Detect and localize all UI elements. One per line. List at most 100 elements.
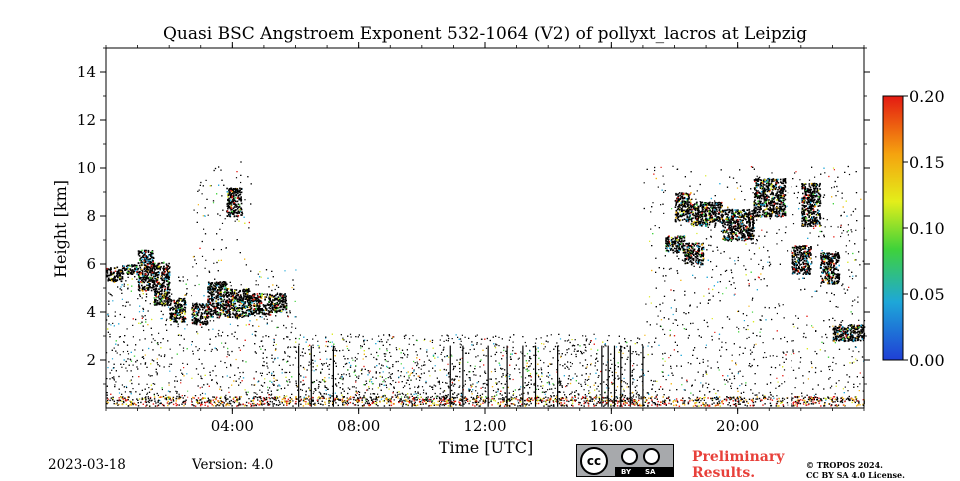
- heatmap-cell: [233, 202, 235, 204]
- heatmap-cell: [779, 190, 781, 193]
- heatmap-cell: [708, 207, 711, 210]
- heatmap-cell: [690, 208, 692, 211]
- heatmap-cell: [764, 202, 766, 204]
- heatmap-cell: [804, 183, 806, 185]
- heatmap-cell: [701, 221, 704, 224]
- heatmap-cell: [124, 269, 127, 271]
- heatmap-cell: [147, 283, 150, 285]
- heatmap-cell: [161, 272, 163, 274]
- heatmap-cell: [169, 312, 171, 315]
- heatmap-cell: [275, 294, 277, 296]
- heatmap-cell: [823, 261, 825, 263]
- heatmap-cell: [236, 307, 239, 309]
- heatmap-cell: [756, 182, 758, 185]
- heatmap-cell: [671, 241, 673, 243]
- heatmap-cell: [168, 304, 171, 306]
- heatmap-cell: [826, 263, 829, 266]
- heatmap-cell: [248, 306, 251, 309]
- heatmap-cell: [196, 319, 199, 321]
- heatmap-cell: [697, 223, 699, 226]
- heatmap-cell: [167, 284, 169, 286]
- heatmap-cell: [777, 215, 780, 217]
- heatmap-cell: [139, 259, 141, 261]
- heatmap-cell: [165, 276, 167, 278]
- heatmap-cell: [734, 222, 736, 225]
- heatmap-cell: [834, 277, 837, 280]
- heatmap-cell: [802, 201, 804, 204]
- heatmap-cell: [267, 310, 270, 312]
- heatmap-cell: [741, 215, 744, 217]
- heatmap-cell: [776, 211, 778, 214]
- heatmap-cell: [184, 316, 186, 319]
- heatmap-cell: [675, 248, 678, 250]
- heatmap-cell: [180, 310, 182, 312]
- heatmap-cell: [730, 225, 733, 228]
- heatmap-cell: [156, 301, 158, 304]
- heatmap-cell: [172, 306, 174, 309]
- heatmap-cell: [772, 184, 775, 187]
- heatmap-cell: [140, 277, 142, 279]
- heatmap-cell: [193, 310, 196, 312]
- heatmap-cell: [157, 296, 160, 298]
- heatmap-cell: [234, 199, 236, 202]
- heatmap-cell: [151, 268, 153, 270]
- heatmap-cell: [131, 265, 133, 268]
- heatmap-cell: [702, 210, 704, 213]
- heatmap-cell: [698, 246, 700, 249]
- heatmap-cell: [765, 205, 768, 208]
- heatmap-cell: [133, 265, 136, 267]
- heatmap-cell: [179, 299, 182, 301]
- heatmap-cell: [757, 195, 760, 197]
- heatmap-cell: [721, 213, 723, 216]
- heatmap-cell: [809, 199, 812, 201]
- heatmap-cell: [139, 258, 142, 260]
- heatmap-cell: [808, 183, 811, 185]
- heatmap-cell: [206, 320, 208, 322]
- heatmap-cell: [211, 289, 213, 291]
- heatmap-cell: [255, 300, 258, 303]
- heatmap-cell: [782, 192, 784, 195]
- heatmap-cell: [782, 178, 785, 181]
- heatmap-cell: [229, 189, 231, 191]
- heatmap-cell: [814, 211, 817, 213]
- heatmap-cell: [158, 285, 161, 287]
- heatmap-cell: [743, 217, 745, 219]
- heatmap-cell: [792, 272, 795, 274]
- heatmap-cell: [751, 230, 753, 232]
- heatmap-cell: [784, 186, 787, 188]
- heatmap-cell: [815, 201, 817, 204]
- heatmap-cell: [675, 237, 678, 240]
- heatmap-cell: [215, 305, 218, 307]
- heatmap-cell: [109, 272, 112, 275]
- heatmap-cell: [159, 290, 162, 293]
- heatmap-cell: [766, 211, 768, 214]
- heatmap-cell: [827, 270, 829, 273]
- heatmap-cell: [265, 312, 267, 315]
- heatmap-cell: [166, 280, 168, 282]
- heatmap-cell: [231, 292, 234, 295]
- heatmap-cell: [689, 214, 691, 216]
- heatmap-cell: [768, 215, 771, 218]
- heatmap-cell: [810, 188, 813, 191]
- heatmap-cell: [741, 235, 744, 237]
- heatmap-cell: [138, 277, 141, 279]
- heatmap-cell: [833, 283, 836, 285]
- heatmap-cell: [770, 185, 772, 188]
- heatmap-cell: [719, 221, 721, 223]
- heatmap-cell: [683, 239, 686, 242]
- heatmap-cell: [706, 207, 709, 210]
- heatmap-cell: [753, 179, 756, 181]
- heatmap-cell: [208, 308, 210, 311]
- heatmap-cell: [166, 301, 169, 303]
- heatmap-cell: [147, 287, 149, 289]
- heatmap-cell: [217, 289, 219, 291]
- heatmap-cell: [165, 292, 167, 295]
- heatmap-cell: [813, 203, 816, 206]
- heatmap-cell: [798, 252, 801, 254]
- heatmap-cell: [685, 192, 687, 195]
- heatmap-cell: [692, 243, 695, 245]
- heatmap-cell: [784, 180, 787, 183]
- heatmap-cell: [688, 250, 691, 252]
- heatmap-cell: [112, 278, 114, 280]
- heatmap-cell: [207, 301, 209, 304]
